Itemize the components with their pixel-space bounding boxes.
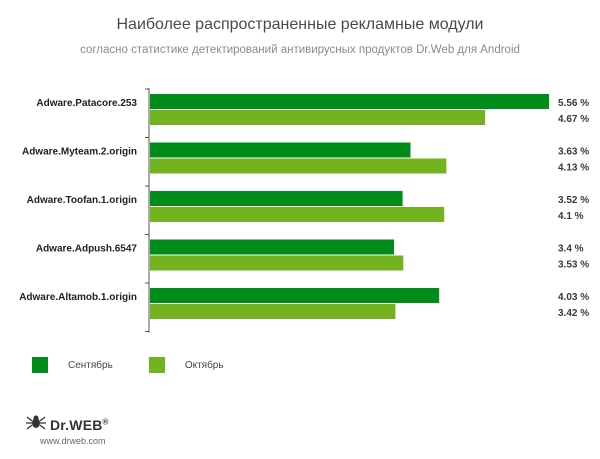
brand-name: Dr.WEB® — [50, 416, 109, 433]
bar-october — [150, 304, 396, 319]
value-label: 4.67 % — [558, 114, 589, 125]
bar-september — [150, 191, 403, 206]
brand-url: www.drweb.com — [40, 436, 106, 446]
value-label: 3.42 % — [558, 308, 589, 319]
legend-item-september: Сентябрь — [32, 357, 113, 373]
bar-october — [150, 255, 404, 271]
value-label: 3.4 % — [558, 244, 584, 255]
bar-october — [150, 110, 486, 125]
chart-title: Наиболее распространенные рекламные моду… — [116, 16, 484, 33]
category-label: Adware.Adpush.6547 — [36, 244, 138, 255]
value-label: 3.52 % — [558, 195, 589, 206]
chart-subtitle: согласно статистике детектирований антив… — [80, 44, 520, 56]
legend-label-september: Сентябрь — [68, 359, 113, 371]
legend: Сентябрь Октябрь — [32, 357, 260, 373]
legend-label-october: Октябрь — [184, 359, 224, 371]
legend-swatch-october — [148, 357, 165, 373]
bar-october — [150, 207, 445, 222]
bar-september — [150, 94, 549, 109]
category-label: Adware.Myteam.2.origin — [22, 147, 137, 158]
value-label: 3.53 % — [558, 260, 589, 271]
legend-item-october: Октябрь — [148, 357, 224, 373]
bar-september — [150, 239, 394, 255]
value-label: 3.63 % — [558, 147, 589, 158]
value-label: 4.13 % — [558, 163, 589, 174]
bar-chart: Adware.Patacore.253 5.56 % 4.67 % Adware.My… — [19, 88, 589, 333]
value-label: 4.03 % — [558, 292, 589, 303]
category-label: Adware.Altamob.1.origin — [19, 292, 137, 303]
bar-september — [150, 142, 411, 158]
category-label: Adware.Toofan.1.origin — [27, 195, 137, 206]
category-label: Adware.Patacore.253 — [36, 98, 137, 109]
brand-logo: Dr.WEB® www.drweb.com — [26, 414, 109, 446]
value-label: 4.1 % — [558, 211, 584, 222]
legend-swatch-september — [32, 357, 48, 373]
bar-october — [150, 158, 447, 174]
value-label: 5.56 % — [558, 98, 589, 109]
spider-icon — [26, 414, 46, 435]
bar-september — [150, 288, 440, 303]
